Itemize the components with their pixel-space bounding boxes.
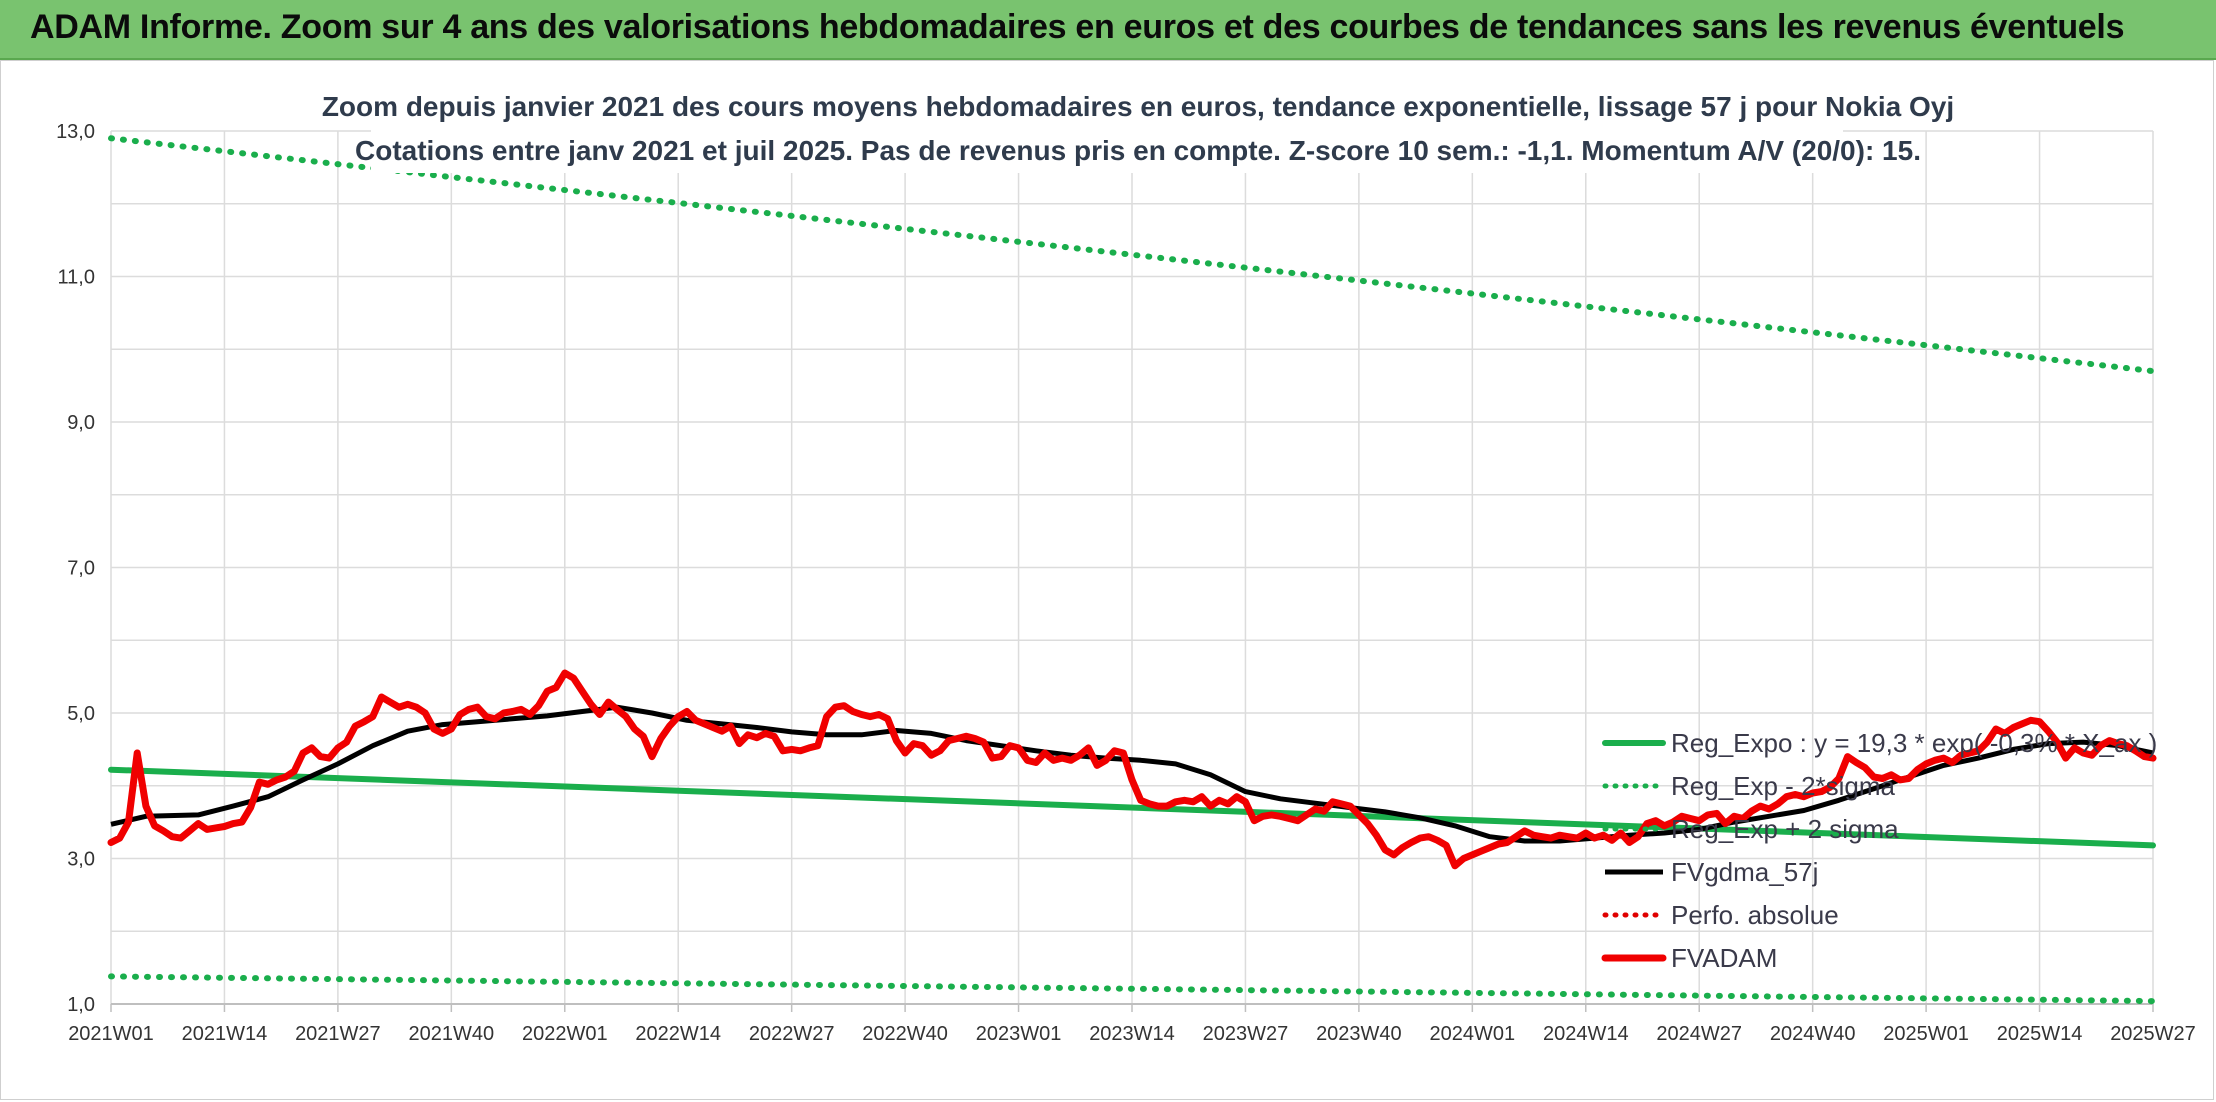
series-line-0 [108,766,2156,849]
x-tick-label: 2021W27 [295,1023,381,1045]
legend-label: FVgdma_57j [1671,857,1818,887]
chart-titles: Zoom depuis janvier 2021 des cours moyen… [322,87,1954,173]
x-tick-label: 2025W14 [1997,1023,2083,1045]
legend-entry-1: Reg_Exp - 2*sigma [1602,771,1896,801]
x-tick-label: 2024W40 [1770,1023,1856,1045]
series-line-3 [110,704,2154,844]
y-tick-label: 5,0 [67,703,95,725]
legend-entry-5: FVADAM [1601,943,1777,973]
line-chart: 1,03,05,07,09,011,013,0 2021W01 2021W14 20… [56,87,2196,1045]
chart-title-backdrop [371,87,1843,173]
x-axis-ticks: 2021W01 2021W14 2021W27 2021W40 2022W01 2022W… [68,1023,2196,1045]
x-tick-label: 2022W01 [522,1023,608,1045]
x-tick-label: 2024W14 [1543,1023,1629,1045]
y-tick-label: 1,0 [67,994,95,1016]
x-tick-label: 2021W40 [409,1023,495,1045]
x-tick-label: 2022W40 [862,1023,948,1045]
legend-entry-0: Reg_Expo : y = 19,3 * exp( -0,3% * X_ax … [1602,728,2157,758]
legend-label: Reg_Exp - 2*sigma [1671,771,1896,801]
grid [110,130,2154,1012]
x-tick-label: 2025W27 [2110,1023,2196,1045]
legend-label: Reg_Exp + 2 sigma [1671,814,1899,844]
x-tick-label: 2021W01 [68,1023,154,1045]
y-tick-label: 9,0 [67,412,95,434]
chart-subtitle: Cotations entre janv 2021 et juil 2025. … [355,135,1921,166]
x-tick-label: 2025W01 [1883,1023,1969,1045]
report-banner: ADAM Informe. Zoom sur 4 ans des valoris… [0,0,2216,60]
legend-entry-3: FVgdma_57j [1605,857,1818,887]
y-tick-label: 7,0 [67,558,95,580]
legend-label: Perfo. absolue [1671,900,1839,930]
x-tick-label: 2023W14 [1089,1023,1175,1045]
legend-label: FVADAM [1671,943,1777,973]
x-tick-label: 2022W14 [635,1023,721,1045]
series-lines [107,135,2157,1005]
series-line-1 [108,973,2156,1005]
chart-area: 1,0 3,0 5,0 7,0 9,0 11,0 13,0 2021W01 2021W14 20… [0,60,2214,1100]
y-axis-ticks: 1,0 3,0 5,0 7,0 9,0 11,0 13,0 [56,121,95,1016]
series-line-5 [107,669,2157,870]
x-tick-label: 2022W27 [749,1023,835,1045]
x-tick-label: 2023W27 [1203,1023,1289,1045]
legend: Reg_Expo : y = 19,3 * exp( -0,3% * X_ax … [1601,728,2157,973]
chart-title: Zoom depuis janvier 2021 des cours moyen… [322,91,1954,122]
y-tick-label: 13,0 [56,121,95,143]
x-tick-label: 2024W01 [1430,1023,1516,1045]
y-tick-label: 11,0 [58,267,95,289]
x-tick-label: 2021W14 [182,1023,268,1045]
legend-entry-2: Reg_Exp + 2 sigma [1602,814,1899,844]
x-tick-label: 2024W27 [1656,1023,1742,1045]
y-tick-label: 3,0 [67,849,95,871]
legend-label: Reg_Expo : y = 19,3 * exp( -0,3% * X_ax … [1671,728,2157,758]
x-tick-label: 2023W01 [976,1023,1062,1045]
legend-entry-4: Perfo. absolue [1602,900,1839,930]
report-title: ADAM Informe. Zoom sur 4 ans des valoris… [30,8,2125,46]
x-tick-label: 2023W40 [1316,1023,1402,1045]
